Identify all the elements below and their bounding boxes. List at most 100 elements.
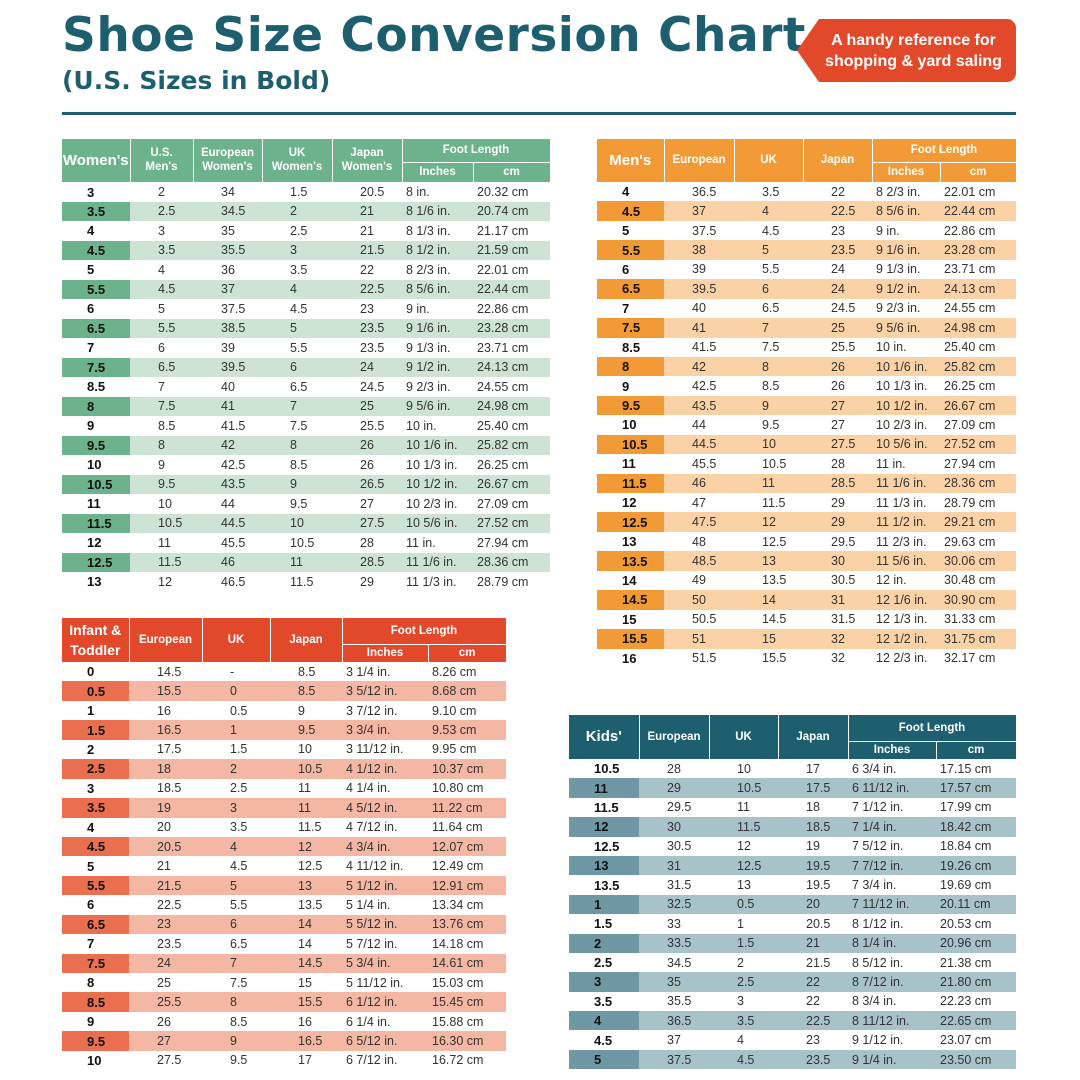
table-row: 10 44 9.5 27 10 2/3 in. 27.09 cm <box>597 415 1016 434</box>
col-header-uk: UK <box>709 715 779 760</box>
table-cell: 20 <box>157 820 171 835</box>
table-row: 11 45.5 10.5 28 11 in. 27.94 cm <box>597 454 1016 473</box>
col-header-foot-length: Foot Length <box>872 139 1017 163</box>
table-cell: 6.5 <box>762 301 780 316</box>
table-cell: 14 <box>734 590 803 610</box>
table-cell: 12 <box>158 574 172 589</box>
size-cell: 1 <box>87 703 95 719</box>
table-cell: 10 <box>158 496 172 511</box>
size-cell: 8 <box>62 396 130 416</box>
size-cell: 5 <box>569 1049 639 1070</box>
table-cell: 0.5 <box>230 703 248 718</box>
table-cell: 7 <box>158 379 165 394</box>
table-cell: 23 <box>831 223 845 238</box>
size-cell: 6 <box>622 261 630 277</box>
table-cell: 7 <box>262 396 332 416</box>
table-cell: 9.5 <box>290 496 308 511</box>
table-row: 5.5 21.5 5 13 5 1/12 in. 12.91 cm <box>62 875 506 896</box>
table-row: 5 21 4.5 12.5 4 11/12 in. 12.49 cm <box>62 856 506 875</box>
page-title: Shoe Size Conversion Chart <box>62 8 806 63</box>
table-cell: 42 <box>193 435 262 455</box>
table-cell: 3 <box>262 240 332 260</box>
size-cell: 3 <box>87 184 95 200</box>
table-cell: 3 7/12 in. <box>346 703 398 718</box>
size-cell: 12.5 <box>597 512 664 532</box>
table-cell: 7 1/12 in. <box>852 800 904 815</box>
table-row: 13.5 48.5 13 30 11 5/6 in. 30.06 cm <box>597 551 1016 571</box>
table-cell: 42.5 <box>221 457 246 472</box>
table-cell: 9.53 cm <box>428 720 506 740</box>
table-cell: 15 <box>298 975 312 990</box>
table-cell: 16.5 <box>129 720 202 740</box>
table-cell: 24 <box>831 262 845 277</box>
table-cell: 24.5 <box>831 301 856 316</box>
table-row: 3.5 19 3 11 4 5/12 in. 11.22 cm <box>62 798 506 818</box>
table-cell: 22.5 <box>157 897 182 912</box>
table-cell: 11 <box>262 552 332 572</box>
table-cell: 22.5 <box>803 201 872 221</box>
table-cell: 27.5 <box>803 434 872 455</box>
table-cell: 41.5 <box>221 418 246 433</box>
table-cell: 10 1/2 in. <box>872 395 940 416</box>
size-cell: 9 <box>87 1014 95 1030</box>
table-cell: 36.5 <box>692 184 717 199</box>
table-cell: 12 2/3 in. <box>876 651 928 666</box>
table-cell: 5 <box>158 301 165 316</box>
size-cell: 10 <box>622 417 637 433</box>
table-cell: 4 7/12 in. <box>346 820 398 835</box>
table-cell: 8.5 <box>762 379 780 394</box>
size-cell: 8.5 <box>622 339 641 355</box>
col-header-japan: Japan <box>803 139 873 183</box>
table-cell: 5 11/12 in. <box>346 975 404 990</box>
table-cell: 7.5 <box>230 975 248 990</box>
table-cell: 24.5 <box>360 379 385 394</box>
table-cell: 26.25 cm <box>944 379 996 394</box>
table-cell: 20.32 cm <box>477 185 529 199</box>
table-cell: 41 <box>193 396 262 416</box>
table-cell: 8 3/4 in. <box>852 994 897 1009</box>
size-cell: 8.5 <box>62 992 129 1012</box>
table-cell: 12 1/2 in. <box>872 629 940 649</box>
table-cell: 10 5/6 in. <box>402 513 473 533</box>
table-row: 10.5 28 10 17 6 3/4 in. 17.15 cm <box>569 759 1016 778</box>
table-cell: 40 <box>221 379 235 394</box>
table-cell: 22.44 cm <box>473 279 550 299</box>
table-cell: 1.5 <box>709 933 778 953</box>
table-row: 7 23.5 6.5 14 5 7/12 in. 14.18 cm <box>62 934 506 953</box>
size-cell: 4 <box>569 1011 639 1031</box>
table-row: 6.5 23 6 14 5 5/12 in. 13.76 cm <box>62 914 506 935</box>
table-cell: 17.5 <box>157 742 182 757</box>
col-header-infant-toddler: Infant & Toddler <box>62 618 130 663</box>
table-cell: 2.5 <box>709 972 778 992</box>
table-cell: 4 <box>262 279 332 299</box>
size-cell: 8 <box>87 975 95 991</box>
table-row: 2 17.5 1.5 10 3 11/12 in. 9.95 cm <box>62 740 506 759</box>
table-cell: 24.98 cm <box>473 396 550 416</box>
size-cell: 7 <box>622 300 630 316</box>
size-cell: 3.5 <box>62 798 129 818</box>
table-cell: 8 <box>130 435 193 455</box>
badge-line-2: shopping & yard saling <box>825 52 1002 70</box>
table-cell: 12 <box>734 512 803 532</box>
table-cell: 1 <box>202 720 270 740</box>
table-cell: 10.5 <box>130 513 193 533</box>
table-cell: 3.5 <box>290 262 308 277</box>
table-row: 8.5 41.5 7.5 25.5 10 in. 25.40 cm <box>597 338 1016 357</box>
table-cell: 26 <box>831 379 845 394</box>
table-cell: 25.40 cm <box>944 340 996 355</box>
table-cell: 4 <box>737 1033 744 1048</box>
table-cell: 10.5 <box>709 778 778 798</box>
table-cell: 22.01 cm <box>944 184 996 199</box>
size-cell: 4 <box>622 184 630 200</box>
table-cell: 9 <box>158 457 165 472</box>
table-cell: 27.52 cm <box>473 513 550 533</box>
table-row: 5 37.5 4.5 23 9 in. 22.86 cm <box>597 221 1016 240</box>
table-row: 12.5 11.5 46 11 28.5 11 1/6 in. 28.36 cm <box>62 552 550 572</box>
table-cell: 24.98 cm <box>940 318 1016 338</box>
table-cell: 26.25 cm <box>477 457 529 472</box>
table-cell: 11 <box>158 535 171 550</box>
table-cell: 11 <box>734 473 803 493</box>
table-cell: 19.5 <box>806 878 831 893</box>
table-cell: 4 <box>158 262 165 277</box>
table-cell: 39.5 <box>193 357 262 377</box>
